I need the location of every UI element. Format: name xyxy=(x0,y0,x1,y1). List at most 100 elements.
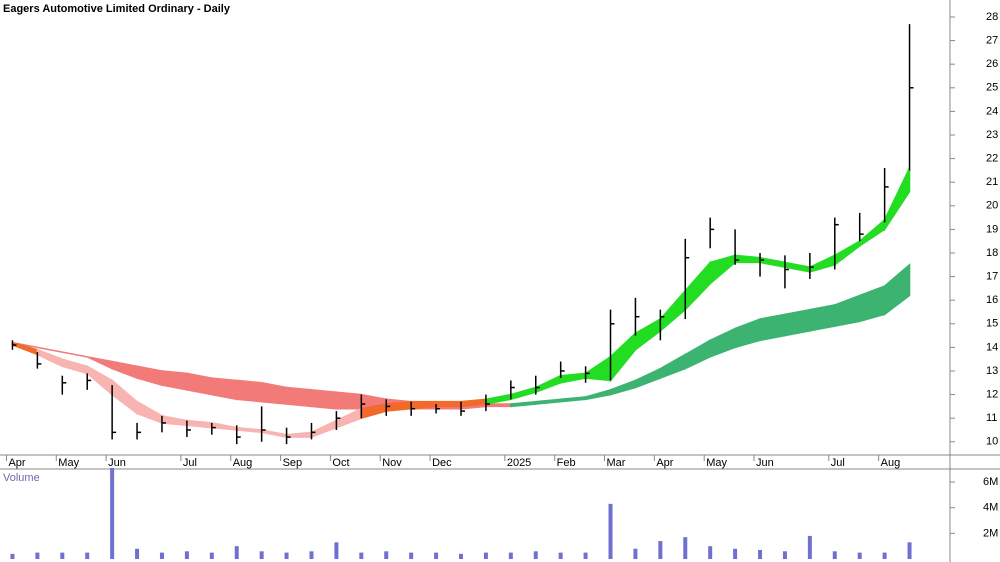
y-tick-label: 17 xyxy=(986,270,998,282)
long-band xyxy=(335,391,363,410)
volume-bar xyxy=(558,552,563,559)
volume-bar xyxy=(60,552,65,559)
x-tick-label: Apr xyxy=(656,457,673,469)
volume-bar xyxy=(184,551,189,559)
long-band xyxy=(136,365,163,387)
x-tick-label: Apr xyxy=(8,457,25,469)
short-band xyxy=(535,374,562,394)
y-tick-label: 26 xyxy=(986,58,998,70)
long-band xyxy=(161,370,188,391)
volume-bar xyxy=(409,552,414,559)
volume-bar xyxy=(35,552,40,559)
y-tick-label: 6M xyxy=(983,476,998,488)
short-band xyxy=(809,254,836,273)
long-band xyxy=(535,398,562,405)
long-band xyxy=(86,356,113,370)
chart-title: Eagers Automotive Limited Ordinary - Dai… xyxy=(3,3,231,15)
short-band xyxy=(485,393,512,405)
volume-bar xyxy=(583,552,588,559)
volume-bar xyxy=(633,548,638,559)
x-tick-label: Feb xyxy=(557,457,576,469)
volume-bar xyxy=(832,551,837,559)
short-band xyxy=(235,426,263,434)
y-tick-label: 2M xyxy=(983,527,998,539)
long-band xyxy=(285,386,313,408)
volume-bar xyxy=(135,548,140,559)
short-band xyxy=(260,429,288,438)
long-band xyxy=(883,263,911,316)
volume-bar xyxy=(533,551,538,559)
long-band xyxy=(609,379,637,396)
x-tick-label: Sep xyxy=(283,457,303,469)
volume-bar xyxy=(882,552,887,559)
x-tick-label: Mar xyxy=(607,457,626,469)
y-tick-label: 15 xyxy=(986,318,998,330)
y-tick-label: 13 xyxy=(986,365,998,377)
volume-bar xyxy=(434,552,439,559)
volume-bar xyxy=(359,552,364,559)
y-tick-label: 27 xyxy=(986,34,998,46)
y-tick-label: 24 xyxy=(986,105,998,117)
y-tick-label: 14 xyxy=(986,341,998,353)
volume-bar xyxy=(508,552,513,559)
volume-bar xyxy=(907,542,912,559)
y-tick-label: 20 xyxy=(986,200,998,212)
volume-bar xyxy=(733,548,738,559)
short-band xyxy=(211,421,238,431)
x-tick-label: Dec xyxy=(432,457,452,469)
y-tick-label: 11 xyxy=(986,412,997,424)
volume-bar xyxy=(608,503,613,559)
long-band xyxy=(834,294,861,328)
long-band xyxy=(734,317,761,349)
x-tick-label: Aug xyxy=(233,457,253,469)
volume-bar xyxy=(10,553,15,559)
long-band xyxy=(709,327,736,358)
short-band xyxy=(310,419,338,439)
short-band xyxy=(684,260,711,312)
volume-bar xyxy=(159,552,164,559)
long-band xyxy=(235,379,263,403)
volume-bar xyxy=(259,551,264,559)
short-band xyxy=(659,288,687,333)
short-band xyxy=(709,254,736,286)
short-band xyxy=(61,358,88,375)
short-band xyxy=(883,167,911,232)
short-band xyxy=(858,218,886,248)
y-tick-label: 21 xyxy=(986,176,998,188)
y-tick-label: 25 xyxy=(986,82,998,94)
short-band xyxy=(734,254,761,264)
volume-bar xyxy=(857,552,862,559)
long-band xyxy=(784,308,811,337)
long-band xyxy=(759,313,786,342)
y-tick-label: 28 xyxy=(986,11,998,23)
volume-bar xyxy=(209,552,214,559)
short-band xyxy=(609,331,637,383)
x-tick-label: Aug xyxy=(881,457,901,469)
y-tick-label: 18 xyxy=(986,247,998,259)
x-tick-label: Jun xyxy=(756,457,774,469)
volume-bar xyxy=(234,546,239,559)
x-tick-label: Jul xyxy=(831,457,845,469)
y-tick-label: 23 xyxy=(986,129,998,141)
short-band xyxy=(136,400,163,424)
volume-bar xyxy=(334,542,339,559)
long-band xyxy=(260,381,288,405)
x-tick-label: Nov xyxy=(382,457,402,469)
short-band xyxy=(559,372,587,384)
y-tick-label: 12 xyxy=(986,388,998,400)
short-band xyxy=(435,400,462,408)
volume-bar xyxy=(758,550,763,559)
long-band xyxy=(510,400,537,408)
y-tick-label: 10 xyxy=(986,436,998,448)
volume-bar xyxy=(309,551,314,559)
long-band xyxy=(858,284,886,323)
long-band xyxy=(111,360,138,380)
long-band xyxy=(659,353,687,380)
volume-bar xyxy=(85,552,90,559)
short-band xyxy=(510,386,537,401)
short-band xyxy=(759,256,786,269)
volume-bar xyxy=(384,551,389,559)
volume-bar xyxy=(483,552,488,559)
long-band xyxy=(584,388,612,401)
long-band xyxy=(684,339,711,370)
